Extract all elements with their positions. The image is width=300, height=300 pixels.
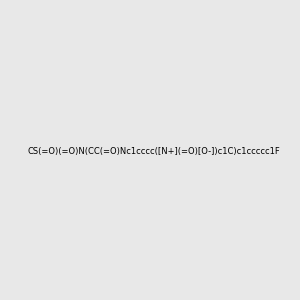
Text: CS(=O)(=O)N(CC(=O)Nc1cccc([N+](=O)[O-])c1C)c1ccccc1F: CS(=O)(=O)N(CC(=O)Nc1cccc([N+](=O)[O-])c… [27,147,280,156]
